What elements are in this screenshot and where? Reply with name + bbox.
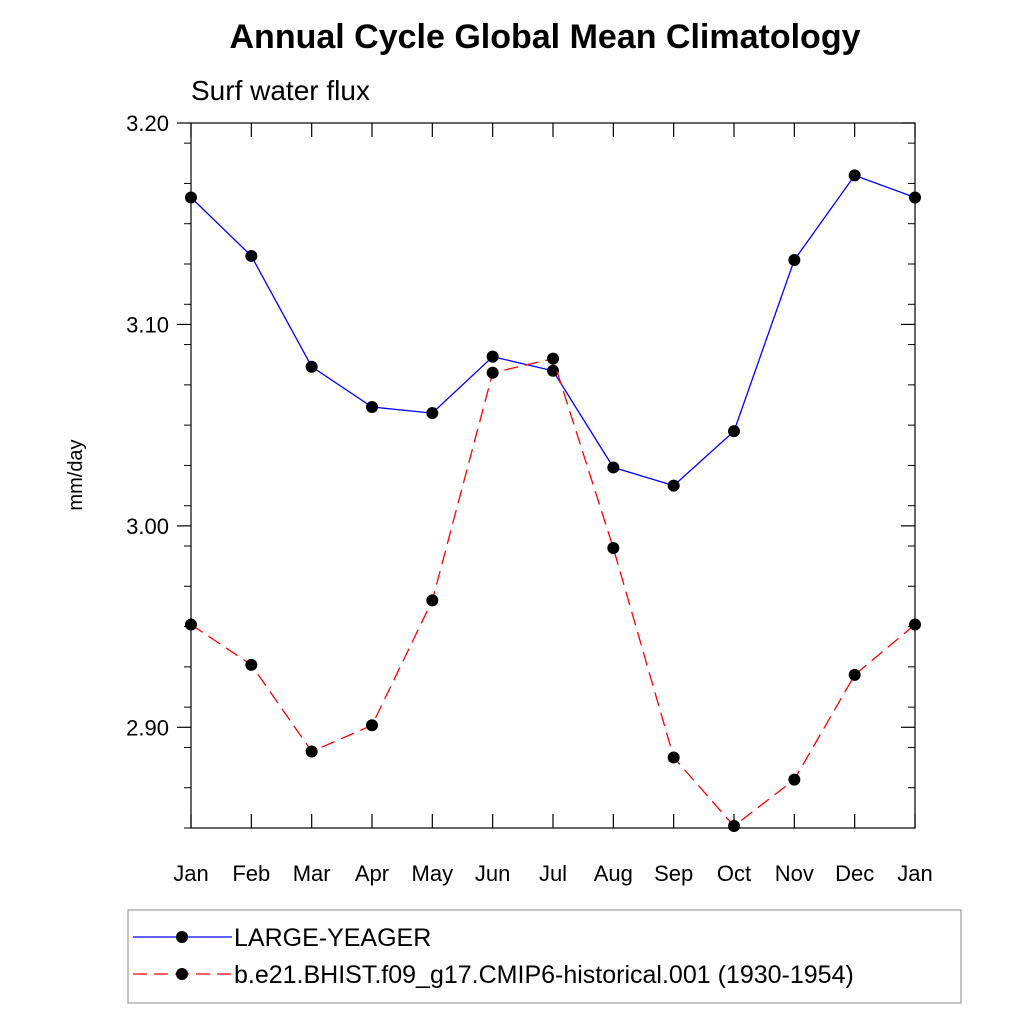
series-1-point [245,249,258,262]
series-line-1 [190,174,916,487]
legend-box [127,909,962,1004]
series-1-point [607,461,620,474]
x-tick-label: Jun [475,861,510,886]
series-2-point [366,719,378,732]
y-tick-label: 2.90 [126,715,169,740]
x-tick-label: Oct [717,861,751,886]
y-tick-label: 3.20 [126,111,169,136]
legend-marker-2 [176,968,188,980]
legend-marker-1 [176,931,188,943]
x-tick-label: Apr [355,861,389,886]
series-2-point [909,618,921,631]
series-1-point [788,253,801,266]
x-tick-label: May [412,861,454,886]
legend-label-1: LARGE-YEAGER [234,924,431,952]
x-tick-label: Jul [539,861,567,886]
x-tick-label: Nov [775,861,814,886]
series-2-point [667,751,680,764]
series-2-point [547,352,559,365]
series-1-point [185,191,197,204]
series-1-point [547,364,559,377]
chart-subtitle: Surf water flux [191,75,370,106]
series-2-point [245,658,258,671]
x-tick-label: Aug [594,861,633,886]
series-2-point [185,618,197,631]
series-2-point [788,773,801,786]
legend: LARGE-YEAGER b.e21.BHIST.f09_g17.CMIP6-hi… [133,924,854,989]
x-tick-label: Sep [654,861,693,886]
plot-frame [190,122,916,829]
series-2-point [305,745,318,758]
y-tick-label: 3.10 [126,312,169,337]
series-1-point [366,401,378,414]
series-1-point [848,169,861,182]
axes: 2.90 3.00 3.10 3.20 Jan Feb Mar Apr May Jun Jul Aug… [126,111,933,886]
chart-title: Annual Cycle Global Mean Climatology [230,18,861,56]
x-tick-label: Feb [232,861,270,886]
series-1-point [426,407,439,420]
series-1-point [305,360,318,373]
x-tick-label: Mar [293,861,331,886]
series-2-point [426,594,439,607]
series-line-2 [190,357,916,827]
series-1-point [486,350,499,363]
series-1-point [667,479,680,492]
series-2-point [848,668,861,681]
x-tick-label: Dec [835,861,874,886]
series-2-point [486,366,499,379]
series-1-point [909,191,921,204]
x-tick-label: Jan [173,861,208,886]
series-2-point [728,819,740,832]
series-1-point [728,425,740,438]
x-tick-label: Jan [897,861,932,886]
legend-label-2: b.e21.BHIST.f09_g17.CMIP6-historical.001… [234,961,854,989]
y-axis-label: mm/day [65,439,87,510]
y-tick-label: 3.00 [126,514,169,539]
series-2-point [607,542,620,555]
series-layer [185,169,921,832]
